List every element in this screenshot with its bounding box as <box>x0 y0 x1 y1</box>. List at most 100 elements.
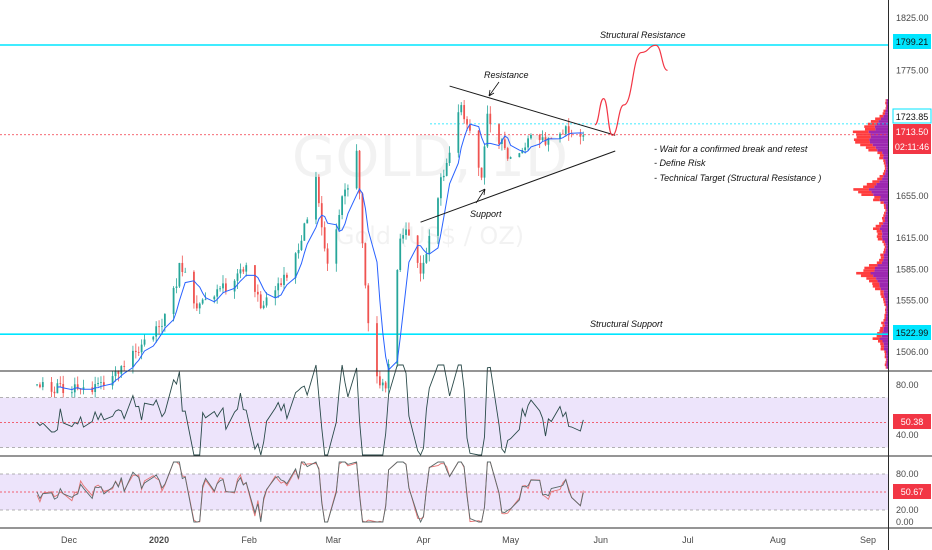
volume-profile-bar-red <box>883 248 886 251</box>
candle-body <box>547 137 550 145</box>
volume-profile-bar-purple <box>885 319 888 322</box>
candle-body <box>233 280 236 292</box>
volume-profile-bar-red <box>868 148 878 152</box>
candle-body <box>538 134 541 141</box>
volume-profile-bar-purple <box>870 271 888 275</box>
volume-profile-bar-purple <box>870 135 888 139</box>
candle-body <box>483 146 486 178</box>
volume-profile-bar-red <box>876 261 882 265</box>
candle-body <box>498 124 500 144</box>
note-3: - Technical Target (Structural Resistanc… <box>654 173 821 183</box>
volume-profile-bar-purple <box>877 148 888 152</box>
candle-body <box>381 382 384 386</box>
volume-profile-bar-purple <box>886 311 888 314</box>
candle-body <box>155 326 158 337</box>
volume-profile-bar-red <box>883 203 886 207</box>
volume-profile-bar-red <box>877 339 883 343</box>
volume-profile-bar-red <box>880 201 884 204</box>
badge-rsi-text: 50.38 <box>901 417 924 427</box>
volume-profile-bar-purple <box>881 224 888 228</box>
candle-body <box>323 227 326 249</box>
candle-body <box>41 382 44 388</box>
price-axis-tick-label: 1775.00 <box>896 65 929 75</box>
candle-body <box>518 153 521 158</box>
volume-profile-bar-purple <box>885 172 888 176</box>
candle-body <box>262 305 265 309</box>
time-axis-tick-label: Aug <box>770 535 786 545</box>
candle-body <box>326 248 329 264</box>
structural-support-label: Structural Support <box>590 319 663 329</box>
annotations: Structural Resistance Structural Support… <box>470 30 821 329</box>
volume-profile-bar-red <box>883 159 886 162</box>
candle-body <box>376 323 378 377</box>
volume-profile-bar-purple <box>885 243 888 246</box>
volume-profile-bar-purple <box>886 363 888 367</box>
volume-profile-bar-purple <box>880 195 888 199</box>
volume-profile-bar-red <box>883 109 886 113</box>
volume-profile-bar-red <box>870 120 879 123</box>
volume-profile-bar-purple <box>877 264 888 267</box>
badge-1723-text: 1723.85 <box>896 112 929 122</box>
candle-body <box>56 383 59 394</box>
volume-profile-bar-purple <box>886 360 888 364</box>
volume-profile-bar-purple <box>881 334 888 338</box>
candle-body <box>53 391 56 394</box>
candle-body <box>361 193 364 244</box>
candle-body <box>448 152 451 163</box>
resistance-label: Resistance <box>484 70 529 80</box>
volume-profile-bar-purple <box>879 198 888 202</box>
volume-profile-bar-purple <box>880 117 888 121</box>
candle-body <box>579 133 582 137</box>
rsi-pane[interactable] <box>0 364 888 456</box>
stoch-pane[interactable] <box>0 461 888 524</box>
candle-body <box>283 274 285 285</box>
volume-profile-bar-red <box>873 198 880 202</box>
volume-profile-bar-red <box>882 240 885 244</box>
candle-body <box>306 219 309 224</box>
candle-body <box>245 265 248 272</box>
price-axis-tick-label: 1555.00 <box>896 296 929 306</box>
volume-profile-bar-red <box>880 256 885 259</box>
volume-profile-bar-purple <box>883 175 888 178</box>
volume-profile-bar-purple <box>882 177 888 181</box>
badge-resistance-text: 1799.21 <box>896 37 929 47</box>
volume-profile-bar-red <box>864 125 875 128</box>
volume-profile-bar-red <box>883 298 886 301</box>
volume-profile-bar-purple <box>874 185 888 189</box>
candle-body <box>338 214 341 230</box>
volume-profile-bar-red <box>883 243 886 246</box>
volume-profile-bar-red <box>879 258 884 262</box>
volume-profile-bar-red <box>860 143 873 147</box>
volume-profile-bar-purple <box>885 109 888 113</box>
candle-body <box>509 157 512 159</box>
volume-profile-bar-red <box>875 224 882 228</box>
volume-profile-bar-purple <box>884 295 888 299</box>
candle-body <box>344 189 346 197</box>
watermark-symbol: GOLD, 1D <box>292 125 568 190</box>
candle-body <box>163 314 166 326</box>
candle-body <box>416 235 419 263</box>
volume-profile-bar-red <box>885 106 887 110</box>
candle-body <box>439 177 442 199</box>
candle-body <box>82 387 85 390</box>
volume-profile-bar-purple <box>886 167 888 170</box>
volume-profile-bar-purple <box>884 216 888 220</box>
volume-profile-bar-red <box>879 329 884 333</box>
volume-profile-bar-purple <box>886 209 888 212</box>
volume-profile-bar-red <box>884 211 886 215</box>
candle-body <box>428 235 431 254</box>
candle-body <box>219 288 221 290</box>
volume-profile-bar-purple <box>875 127 888 131</box>
candle-body <box>419 262 422 274</box>
volume-profile-bar-purple <box>883 329 888 333</box>
candle-body <box>303 223 306 241</box>
volume-profile-bar-red <box>884 303 886 306</box>
volume-profile-bar-red <box>883 214 886 217</box>
volume-profile-bar-red <box>883 169 886 173</box>
volume-profile-bar-purple <box>879 337 888 340</box>
volume-profile-bar-red <box>880 347 884 351</box>
price-pane[interactable] <box>0 44 888 402</box>
candle-body <box>524 147 527 151</box>
